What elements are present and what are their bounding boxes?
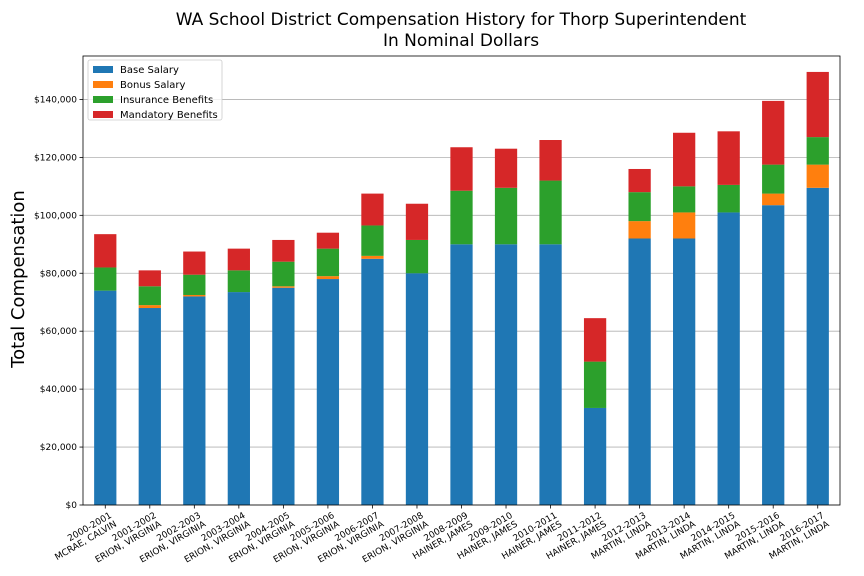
bar-segment (628, 221, 651, 239)
bar-segment (628, 238, 651, 506)
bar-segment (272, 239, 295, 262)
chart-title: WA School District Compensation History … (176, 10, 747, 30)
legend-swatch (93, 66, 113, 73)
legend-entry: Insurance Benefits (120, 95, 213, 106)
bar-segment (316, 276, 340, 280)
bar-segment (806, 137, 829, 165)
y-tick-label: $120,000 (34, 153, 77, 163)
bar-segment (94, 234, 117, 268)
bar-segment (673, 212, 696, 239)
bar-segment (405, 239, 429, 274)
legend-entry: Bonus Salary (120, 80, 186, 91)
bar-segment (717, 184, 740, 213)
bar-segment (227, 248, 250, 271)
bar-segment (316, 279, 340, 505)
y-axis-label: Total Compensation (8, 190, 29, 369)
bar-segment (138, 305, 161, 309)
bar-segment (183, 274, 206, 295)
bar-segment (361, 225, 384, 256)
chart-subtitle: In Nominal Dollars (383, 31, 539, 51)
legend-swatch (93, 81, 113, 88)
y-tick-label: $60,000 (40, 327, 77, 337)
bar-segment (183, 296, 206, 505)
bar-segment (183, 251, 206, 275)
bar-segment (405, 203, 429, 240)
legend-entry: Base Salary (120, 65, 179, 76)
y-tick-label: $80,000 (40, 269, 77, 279)
legend: Base Salary Bonus Salary Insurance Benefit… (87, 59, 223, 121)
bar-segment (183, 294, 206, 297)
bar-segment (361, 193, 384, 226)
bar-segment (272, 286, 295, 288)
bar-segment (806, 71, 829, 138)
bar-segment (227, 292, 250, 505)
legend-swatch (93, 96, 113, 103)
bar-segment (361, 258, 384, 505)
bar-segment (628, 168, 651, 193)
bar-segment (673, 186, 696, 213)
bar-segment (539, 180, 562, 245)
bar-segment (762, 193, 785, 206)
bar-segment (316, 232, 340, 249)
bar-segment (94, 290, 117, 505)
bar-segment (316, 248, 340, 277)
bar-segment (539, 140, 562, 181)
legend-entry: Mandatory Benefits (120, 110, 218, 121)
bar-segment (227, 270, 250, 293)
bar-segment (762, 164, 785, 194)
bar-segment (494, 244, 518, 505)
bar-segment (361, 255, 384, 259)
bar-segment (762, 205, 785, 505)
y-tick-label: $100,000 (34, 211, 77, 221)
bar-segment (806, 187, 829, 505)
bar-segment (494, 148, 518, 188)
bar-segment (717, 212, 740, 505)
bar-segment (450, 244, 473, 505)
y-tick-label: $0 (66, 501, 78, 511)
bar-segment (450, 147, 473, 191)
bar-segment (94, 267, 117, 291)
bar-segment (272, 261, 295, 287)
bar-segment (138, 286, 161, 306)
bar-segment (405, 273, 429, 505)
bar-segment (272, 287, 295, 505)
legend-swatch (93, 111, 113, 118)
y-tick-label: $20,000 (40, 443, 77, 453)
bar-segment (583, 407, 607, 505)
bar-segment (450, 190, 473, 245)
y-tick-label: $140,000 (34, 95, 77, 105)
bar-segment (539, 244, 562, 505)
bar-segment (673, 238, 696, 506)
bar-segment (138, 270, 161, 287)
bar-segment (583, 318, 607, 362)
bar-segment (717, 131, 740, 185)
y-tick-label: $40,000 (40, 385, 77, 395)
bar-segment (138, 308, 161, 505)
bar-segment (583, 361, 607, 408)
bar-segment (494, 187, 518, 245)
bar-segment (806, 164, 829, 188)
bar-segment (762, 100, 785, 165)
bar-segment (628, 192, 651, 222)
bar-segment (673, 132, 696, 187)
legend-box (87, 59, 223, 121)
bars-group (94, 71, 829, 506)
y-axis-ticks: $0 $20,000 $40,000 $60,000 $80,000 $100,000 $1… (34, 95, 83, 511)
